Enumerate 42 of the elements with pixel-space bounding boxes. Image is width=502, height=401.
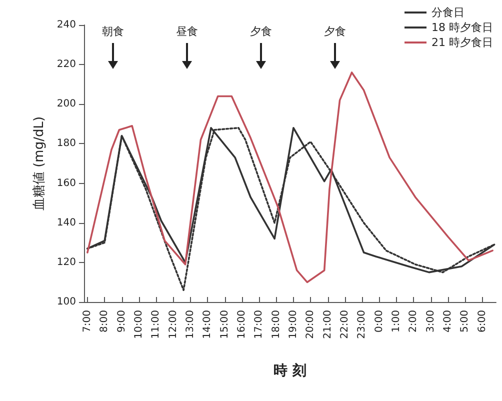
- x-tick-label: 20:00: [305, 310, 316, 339]
- x-tick-label: 12:00: [168, 310, 179, 339]
- x-tick-label: 11:00: [150, 310, 162, 339]
- annotation: 夕食: [249, 24, 273, 39]
- x-tick-label: 23:00: [356, 310, 368, 339]
- y-tick-label: 200: [56, 98, 76, 110]
- x-tick-label: 21:00: [322, 310, 334, 339]
- x-tick-label: 9:00: [116, 310, 128, 332]
- y-tick-label: 160: [56, 178, 76, 189]
- legend-label: 21 時夕食日: [432, 36, 494, 49]
- legend-label: 18 時夕食日: [432, 21, 494, 34]
- annotation: 朝食: [101, 24, 125, 39]
- annotation: 夕食: [323, 24, 347, 39]
- x-tick-label: 6:00: [476, 310, 488, 332]
- x-tick-label: 14:00: [202, 310, 214, 339]
- x-tick-label: 2:00: [408, 310, 420, 332]
- annotation: 昼食: [175, 24, 199, 39]
- y-tick-label: 240: [56, 20, 76, 30]
- x-tick-label: 17:00: [254, 310, 265, 339]
- y-tick-label: 120: [56, 256, 76, 268]
- x-tick-label: 10:00: [133, 310, 144, 339]
- line-series: [86, 72, 494, 284]
- y-tick-label: 140: [56, 217, 76, 228]
- x-tick-label: 19:00: [288, 310, 299, 339]
- x-tick-label: 1:00: [390, 310, 402, 332]
- y-tick-label: 220: [56, 59, 76, 70]
- x-tick-label: 7:00: [82, 310, 93, 332]
- x-tick-label: 4:00: [442, 310, 454, 332]
- x-tick-label: 18:00: [270, 310, 282, 339]
- x-axis-title: 時 刻: [274, 362, 306, 379]
- x-tick-label: 22:00: [339, 310, 350, 339]
- x-tick-label: 0:00: [374, 310, 385, 332]
- y-axis-title: 血糖値 (mg/dL): [32, 116, 47, 211]
- y-tick-label: 180: [56, 138, 76, 150]
- x-tick-label: 13:00: [184, 310, 196, 339]
- x-tick-label: 15:00: [219, 310, 230, 339]
- legend-label: 分食日: [432, 6, 465, 19]
- x-tick-label: 16:00: [236, 310, 248, 339]
- y-tick-label: 100: [56, 296, 76, 308]
- x-tick-label: 5:00: [460, 310, 471, 332]
- x-tick-label: 8:00: [99, 310, 110, 332]
- x-tick-label: 3:00: [425, 310, 436, 332]
